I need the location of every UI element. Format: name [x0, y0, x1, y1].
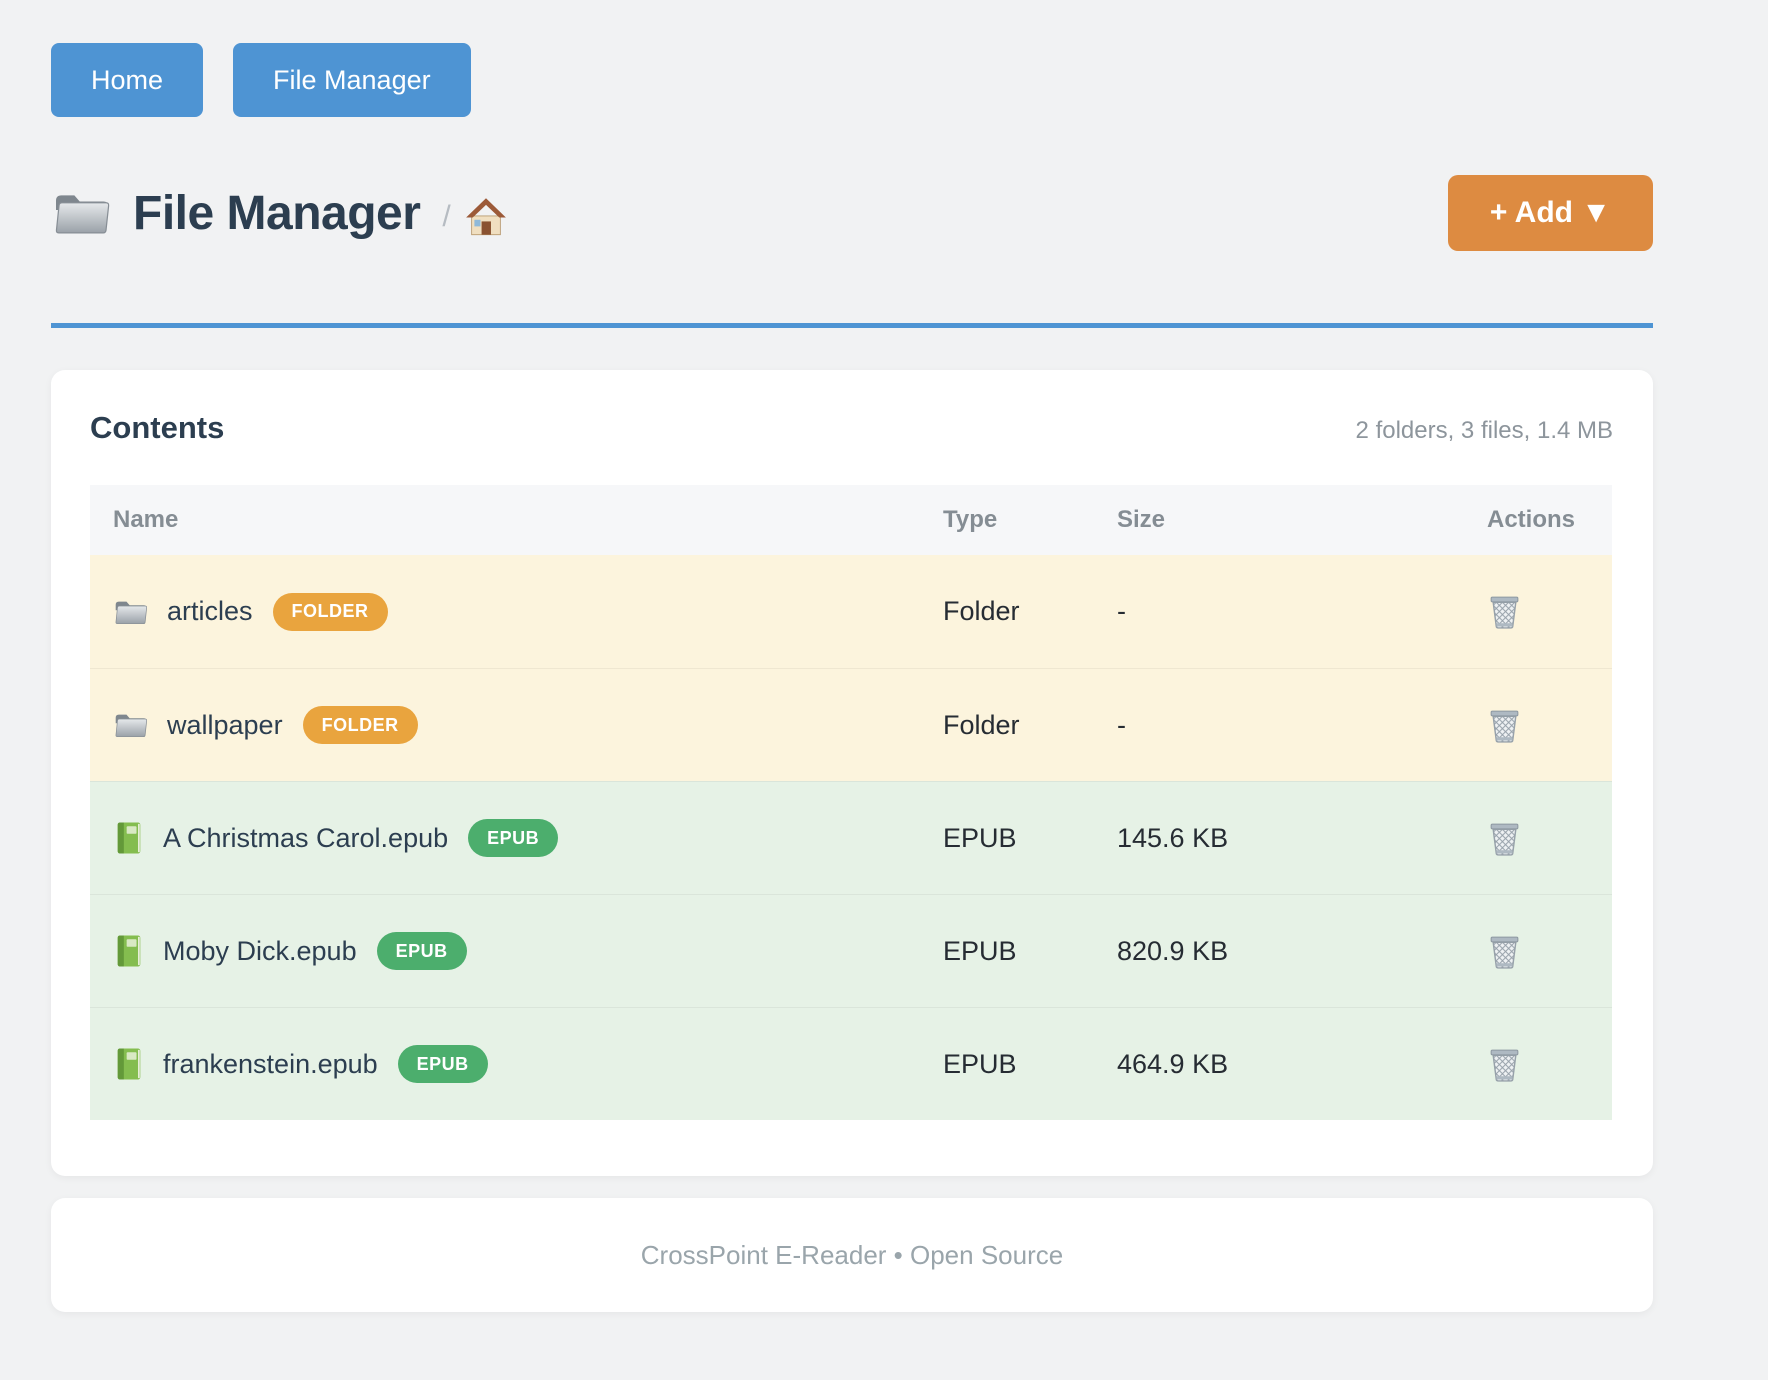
- trash-icon: [1487, 820, 1522, 857]
- file-manager-button[interactable]: File Manager: [233, 43, 471, 117]
- actions-cell: [1487, 1046, 1612, 1083]
- book-icon: [113, 1046, 145, 1082]
- delete-button[interactable]: [1487, 820, 1522, 857]
- file-table: Name Type Size Actions articles FOLDER F…: [90, 485, 1612, 1120]
- table-row: articles FOLDER Folder -: [90, 555, 1612, 668]
- type-cell: Folder: [943, 596, 1020, 626]
- delete-button[interactable]: [1487, 707, 1522, 744]
- size-cell: -: [1117, 596, 1126, 626]
- actions-cell: [1487, 933, 1612, 970]
- table-row: A Christmas Carol.epub EPUB EPUB 145.6 K…: [90, 781, 1612, 894]
- folder-icon: [51, 187, 113, 239]
- column-name: Name: [113, 506, 179, 533]
- contents-card: Contents 2 folders, 3 files, 1.4 MB Name…: [51, 370, 1653, 1176]
- page-header: File Manager / + Add ▼: [51, 173, 1653, 253]
- type-cell: EPUB: [943, 1048, 1017, 1079]
- table-row: Moby Dick.epub EPUB EPUB 820.9 KB: [90, 894, 1612, 1007]
- file-name-link[interactable]: articles: [167, 596, 253, 626]
- size-cell: 464.9 KB: [1117, 1048, 1229, 1079]
- footer: CrossPoint E-Reader • Open Source: [51, 1198, 1653, 1312]
- type-badge: FOLDER: [302, 706, 418, 744]
- home-button[interactable]: Home: [51, 43, 204, 117]
- size-cell: 820.9 KB: [1117, 935, 1229, 966]
- book-icon: [113, 820, 145, 856]
- type-cell: EPUB: [943, 822, 1017, 853]
- folder-icon: [113, 709, 149, 741]
- type-cell: Folder: [943, 709, 1020, 740]
- actions-cell: [1487, 593, 1612, 630]
- delete-button[interactable]: [1487, 1046, 1522, 1083]
- type-badge: FOLDER: [272, 592, 388, 631]
- book-icon: [113, 933, 145, 969]
- size-cell: 145.6 KB: [1117, 822, 1229, 853]
- name-cell: frankenstein.epub EPUB: [90, 1045, 943, 1083]
- divider: [51, 323, 1653, 328]
- column-actions: Actions: [1487, 506, 1576, 533]
- title-area: File Manager /: [51, 186, 507, 241]
- page: Home File Manager File Manager / + Add ▼…: [51, 43, 1653, 1312]
- column-size: Size: [1117, 506, 1166, 533]
- breadcrumb: /: [442, 200, 451, 233]
- column-type: Type: [943, 506, 998, 533]
- name-cell: wallpaper FOLDER: [90, 706, 943, 744]
- name-cell: A Christmas Carol.epub EPUB: [90, 819, 943, 857]
- type-badge: EPUB: [468, 819, 559, 857]
- footer-text: CrossPoint E-Reader • Open Source: [640, 1239, 1064, 1270]
- delete-button[interactable]: [1487, 933, 1522, 970]
- file-name-link[interactable]: A Christmas Carol.epub: [163, 822, 449, 853]
- table-row: frankenstein.epub EPUB EPUB 464.9 KB: [90, 1007, 1612, 1120]
- trash-icon: [1487, 593, 1522, 630]
- contents-heading: Contents: [90, 410, 225, 445]
- trash-icon: [1487, 1046, 1522, 1083]
- actions-cell: [1487, 820, 1612, 857]
- type-badge: EPUB: [376, 932, 467, 970]
- delete-button[interactable]: [1487, 593, 1522, 630]
- folder-icon: [113, 596, 149, 628]
- trash-icon: [1487, 933, 1522, 970]
- add-button[interactable]: + Add ▼: [1447, 175, 1653, 251]
- top-nav: Home File Manager: [51, 43, 1653, 117]
- file-name-link[interactable]: wallpaper: [167, 709, 283, 740]
- file-name-link[interactable]: frankenstein.epub: [163, 1048, 378, 1079]
- name-cell: Moby Dick.epub EPUB: [90, 932, 943, 970]
- table-body: articles FOLDER Folder - wallpaper FOLDE…: [90, 555, 1612, 1120]
- name-cell: articles FOLDER: [90, 592, 943, 631]
- type-cell: EPUB: [943, 935, 1017, 966]
- contents-summary: 2 folders, 3 files, 1.4 MB: [1355, 417, 1613, 444]
- file-name-link[interactable]: Moby Dick.epub: [163, 935, 357, 966]
- table-row: wallpaper FOLDER Folder -: [90, 668, 1612, 781]
- table-header: Name Type Size Actions: [90, 485, 1612, 555]
- actions-cell: [1487, 707, 1612, 744]
- size-cell: -: [1117, 709, 1126, 740]
- contents-header: Contents 2 folders, 3 files, 1.4 MB: [90, 410, 1613, 446]
- trash-icon: [1487, 707, 1522, 744]
- type-badge: EPUB: [397, 1045, 488, 1083]
- page-title: File Manager: [133, 186, 421, 240]
- home-icon[interactable]: [465, 197, 507, 237]
